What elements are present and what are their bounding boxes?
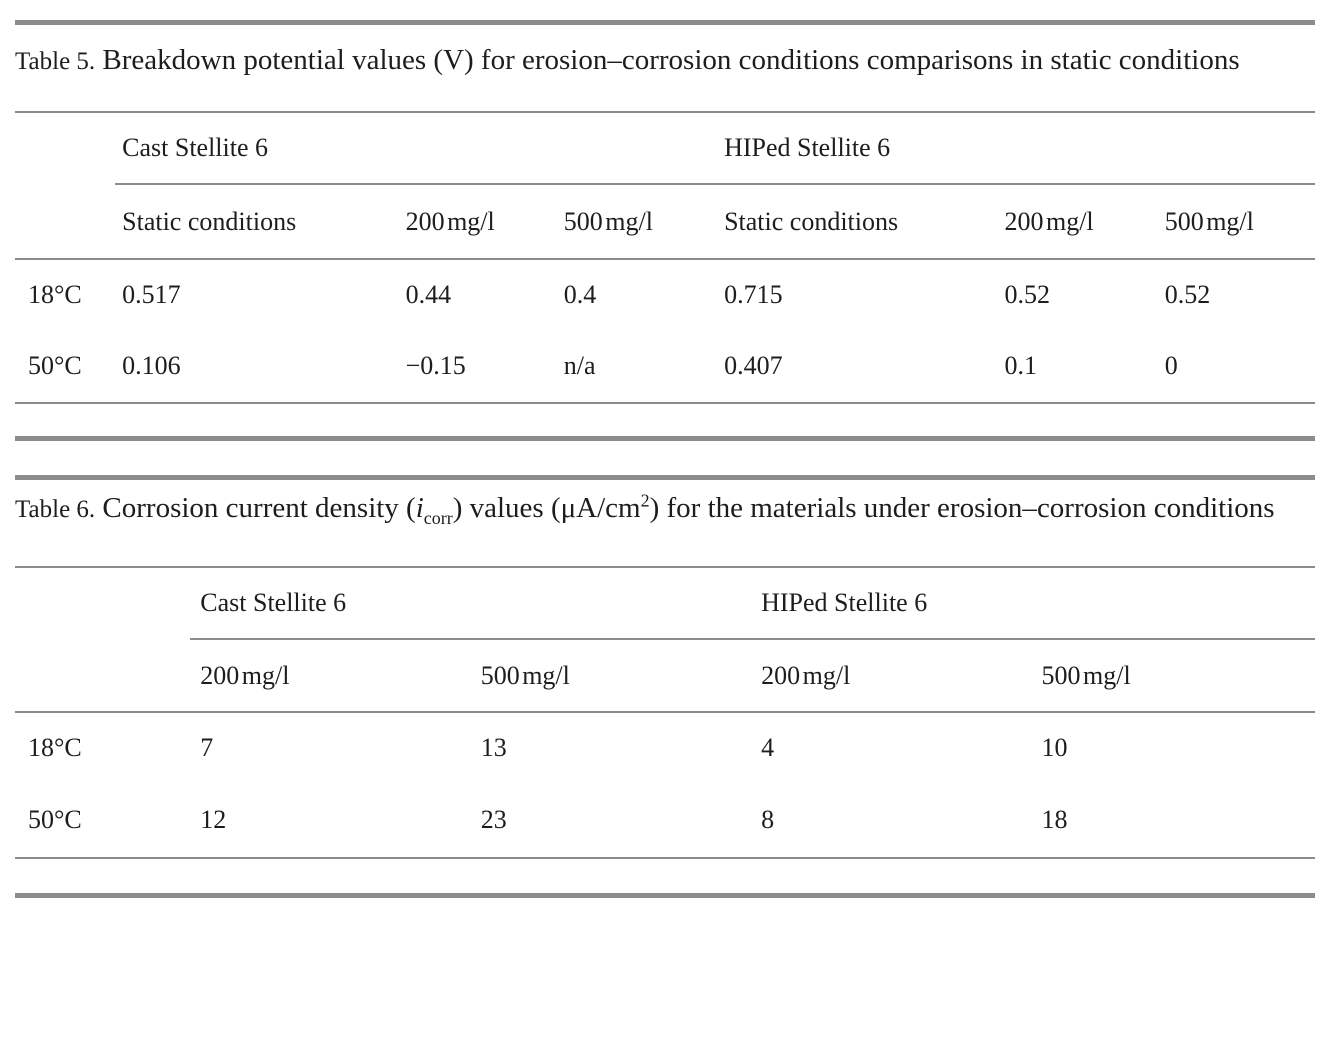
table6: Cast Stellite 6 HIPed Stellite 6 200 mg/… bbox=[15, 566, 1315, 859]
table5-caption-label: Table 5. bbox=[15, 48, 96, 75]
data-cell: 0.517 bbox=[122, 280, 181, 309]
data-cell: 0.52 bbox=[1004, 280, 1050, 309]
row-label: 18°C bbox=[28, 280, 82, 309]
table5-subheader-500-hiped: 500 mg/l bbox=[1157, 184, 1315, 260]
table6-subheader-500-hiped: 500 mg/l bbox=[1031, 639, 1315, 713]
table5-subheader-static-hiped: Static conditions bbox=[717, 184, 998, 260]
table6-start-separator-rule bbox=[15, 475, 1315, 480]
table6-group-header-row: Cast Stellite 6 HIPed Stellite 6 bbox=[15, 566, 1315, 640]
table6-group-header-cast: Cast Stellite 6 bbox=[190, 566, 752, 640]
table6-corner-cell bbox=[15, 566, 191, 639]
data-cell: 0.52 bbox=[1164, 280, 1211, 309]
data-cell: 7 bbox=[200, 733, 214, 762]
data-cell: −0.15 bbox=[398, 330, 557, 404]
table6-group-header-hiped: HIPed Stellite 6 bbox=[751, 566, 1315, 640]
table6-title-seg1: Corrosion current density ( bbox=[102, 492, 416, 524]
table5-group-header-cast: Cast Stellite 6 bbox=[115, 111, 718, 185]
table6-title-seg3a: ) for the materials under erosion– bbox=[649, 492, 1037, 524]
data-cell: 0.407 bbox=[717, 330, 998, 404]
table6-title-seg2: ) values (μA/cm bbox=[452, 492, 641, 524]
page-content: Table 5. Breakdown potential values (V) … bbox=[15, 20, 1315, 898]
bottom-separator-rule bbox=[15, 893, 1315, 898]
data-cell: 0.715 bbox=[724, 280, 783, 309]
data-cell: 0 bbox=[1157, 330, 1315, 404]
table5-subheader-empty bbox=[15, 184, 116, 260]
table6-row-18c: 18°C 7 13 4 10 bbox=[15, 712, 1315, 783]
row-label: 50°C bbox=[15, 330, 116, 404]
data-cell: 4 bbox=[761, 733, 775, 762]
table6-subheader-200-cast: 200 mg/l bbox=[190, 639, 471, 713]
data-cell: 13 bbox=[480, 733, 507, 762]
data-cell: 23 bbox=[470, 783, 752, 859]
table5-end-separator-rule bbox=[15, 436, 1315, 441]
table5-caption-title: Breakdown potential values (V) for erosi… bbox=[102, 44, 1240, 76]
top-separator-rule bbox=[15, 20, 1315, 25]
data-cell: 18 bbox=[1031, 783, 1315, 859]
data-cell: 10 bbox=[1041, 733, 1068, 762]
table6-subheader-200-hiped: 200 mg/l bbox=[751, 639, 1032, 713]
table5-row-50c: 50°C 0.106 −0.15 n/a 0.407 0.1 0 bbox=[15, 330, 1315, 404]
table5-caption: Table 5. Breakdown potential values (V) … bbox=[15, 34, 1287, 88]
data-cell: 0.4 bbox=[563, 280, 597, 309]
table5-subheader-500-cast: 500 mg/l bbox=[556, 184, 718, 260]
data-cell: 0.44 bbox=[405, 280, 452, 309]
table6-subheader-row: 200 mg/l 500 mg/l 200 mg/l 500 mg/l bbox=[15, 639, 1315, 713]
table5-corner-cell bbox=[15, 111, 116, 184]
data-cell: 12 bbox=[190, 783, 471, 859]
table5-subheader-static-cast: Static conditions bbox=[115, 184, 399, 260]
table6-title-corr-subscript: corr bbox=[423, 507, 453, 528]
table5-subheader-200-hiped: 200 mg/l bbox=[997, 184, 1158, 260]
table6-subheader-500-cast: 500 mg/l bbox=[470, 639, 752, 713]
table5-group-header-row: Cast Stellite 6 HIPed Stellite 6 bbox=[15, 111, 1315, 185]
table5-subheader-row: Static conditions 200 mg/l 500 mg/l Stat… bbox=[15, 184, 1315, 260]
data-cell: 8 bbox=[751, 783, 1032, 859]
table5-row-18c: 18°C 0.517 0.44 0.4 0.715 0.52 0.52 bbox=[15, 259, 1315, 330]
table6-row-50c: 50°C 12 23 8 18 bbox=[15, 783, 1315, 859]
table5-group-header-hiped: HIPed Stellite 6 bbox=[717, 111, 1315, 185]
table6-subheader-empty bbox=[15, 639, 191, 713]
data-cell: n/a bbox=[556, 330, 718, 404]
table6-caption-label: Table 6. bbox=[15, 496, 96, 523]
table6-caption: Table 6. Corrosion current density (icor… bbox=[15, 482, 1287, 536]
table6-title-i-variable: i bbox=[415, 492, 424, 524]
data-cell: 0.1 bbox=[997, 330, 1158, 404]
table6-title-seg3b: corrosion conditions bbox=[1036, 492, 1275, 524]
data-cell: 0.106 bbox=[115, 330, 399, 404]
row-label: 18°C bbox=[28, 733, 82, 762]
table6-title-squared-superscript: 2 bbox=[640, 490, 650, 511]
table5: Cast Stellite 6 HIPed Stellite 6 Static … bbox=[15, 111, 1315, 404]
row-label: 50°C bbox=[15, 783, 191, 859]
table5-subheader-200-cast: 200 mg/l bbox=[398, 184, 557, 260]
